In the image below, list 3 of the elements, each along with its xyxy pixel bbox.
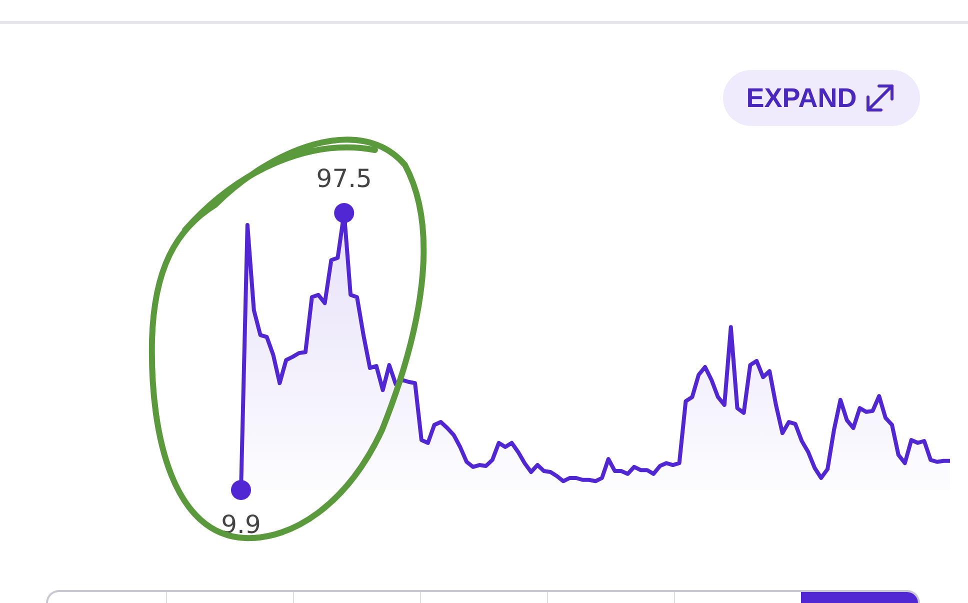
data-label: 9.9 [221,510,261,539]
data-label: 97.5 [316,164,372,193]
expand-button[interactable]: EXPAND [723,70,920,126]
